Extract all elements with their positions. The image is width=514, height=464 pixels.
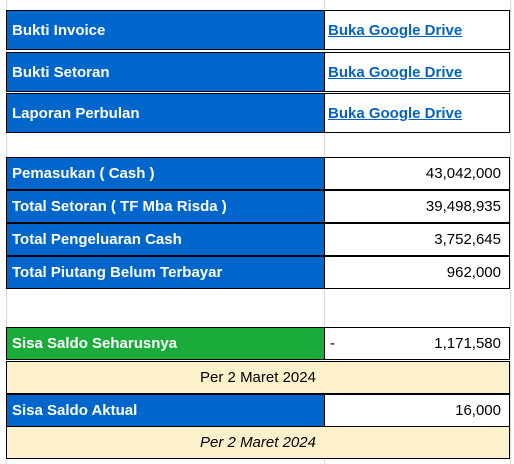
cell-link-invoice: Buka Google Drive (324, 10, 510, 50)
row-total-pengeluaran: Total Pengeluaran Cash 3,752,645 (6, 223, 510, 256)
label-bukti-invoice: Bukti Invoice (6, 10, 324, 50)
value-amount: 1,171,580 (434, 335, 501, 352)
row-total-setoran: Total Setoran ( TF Mba Risda ) 39,498,93… (6, 190, 510, 223)
label-sisa-saldo-aktual: Sisa Saldo Aktual (6, 394, 324, 427)
note-expected-date: Per 2 Maret 2024 (6, 361, 510, 394)
label-bukti-setoran: Bukti Setoran (6, 52, 324, 92)
row-bukti-invoice: Bukti Invoice Buka Google Drive (6, 10, 510, 50)
google-drive-link-setoran[interactable]: Buka Google Drive (328, 63, 463, 81)
row-sisa-saldo-seharusnya: Sisa Saldo Seharusnya - 1,171,580 (6, 327, 510, 360)
label-sisa-saldo-seharusnya: Sisa Saldo Seharusnya (6, 327, 324, 360)
value-total-piutang: 962,000 (324, 256, 510, 289)
cell-link-setoran: Buka Google Drive (324, 52, 510, 92)
value-prefix: - (330, 335, 335, 352)
value-pemasukan: 43,042,000 (324, 157, 510, 190)
note-actual-date: Per 2 Maret 2024 (6, 426, 510, 459)
row-total-piutang: Total Piutang Belum Terbayar 962,000 (6, 256, 510, 289)
value-total-pengeluaran: 3,752,645 (324, 223, 510, 256)
label-pemasukan: Pemasukan ( Cash ) (6, 157, 324, 190)
row-note-expected: Per 2 Maret 2024 (6, 361, 510, 394)
value-sisa-saldo-aktual: 16,000 (324, 394, 510, 427)
value-total-setoran: 39,498,935 (324, 190, 510, 223)
label-total-setoran: Total Setoran ( TF Mba Risda ) (6, 190, 324, 223)
google-drive-link-invoice[interactable]: Buka Google Drive (328, 21, 463, 39)
grid-line (510, 0, 511, 464)
cell-link-laporan: Buka Google Drive (324, 93, 510, 133)
row-note-actual: Per 2 Maret 2024 (6, 426, 510, 459)
label-total-piutang: Total Piutang Belum Terbayar (6, 256, 324, 289)
label-total-pengeluaran: Total Pengeluaran Cash (6, 223, 324, 256)
row-laporan-perbulan: Laporan Perbulan Buka Google Drive (6, 93, 510, 133)
row-bukti-setoran: Bukti Setoran Buka Google Drive (6, 52, 510, 92)
row-sisa-saldo-aktual: Sisa Saldo Aktual 16,000 (6, 394, 510, 427)
label-laporan-perbulan: Laporan Perbulan (6, 93, 324, 133)
google-drive-link-laporan[interactable]: Buka Google Drive (328, 104, 463, 122)
row-pemasukan: Pemasukan ( Cash ) 43,042,000 (6, 157, 510, 190)
value-sisa-saldo-seharusnya: - 1,171,580 (324, 327, 510, 360)
